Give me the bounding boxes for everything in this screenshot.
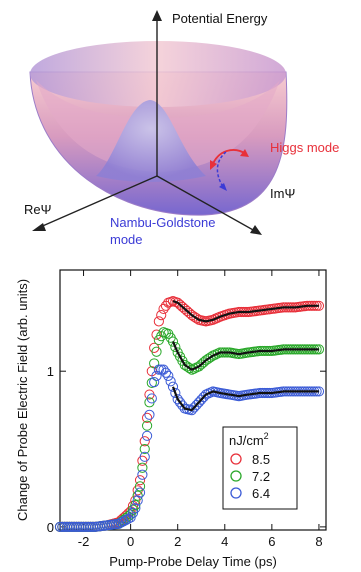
data-point (200, 389, 212, 400)
higgs-mode-label: Higgs mode (270, 140, 339, 155)
data-point (146, 393, 157, 404)
goldstone-mode-label-line1: Nambu-Goldstone (110, 215, 216, 230)
re-axis (37, 175, 158, 229)
plot-frame (59, 269, 327, 531)
delay-chart: -2 0 2 4 6 8 0 1 Pump-Probe Delay Time (ps) Cha… (15, 269, 327, 569)
fit-line (171, 386, 319, 412)
data-point (156, 310, 167, 321)
legend-marker (230, 470, 242, 482)
im-axis (156, 175, 256, 232)
im-axis-arrowhead (250, 225, 262, 235)
x-axis-label: Pump-Probe Delay Time (ps) (109, 554, 277, 569)
legend-marker (230, 487, 242, 499)
data-point (167, 381, 179, 392)
legend-items: 8.5 7.2 6.4 (230, 452, 270, 501)
goldstone-arrow-icon (216, 151, 227, 189)
fit-line (171, 341, 319, 371)
legend-marker (230, 453, 242, 465)
data-point (160, 367, 172, 378)
data-point (132, 495, 143, 506)
data-point (139, 451, 150, 462)
data-point (134, 487, 146, 498)
potential-diagram: Potential Energy Higgs mode ReΨ ImΨ Namb… (24, 10, 339, 247)
x-tick-label: 8 (315, 534, 322, 549)
legend-title: nJ/cm2 (229, 431, 269, 448)
data-point (139, 443, 150, 455)
goldstone-arrowhead-icon (219, 183, 227, 191)
fit-line (172, 300, 319, 323)
x-tick-label: -2 (78, 534, 90, 549)
potential-energy-label: Potential Energy (172, 11, 268, 26)
y-axis-label: Change of Probe Electric Field (arb. uni… (15, 279, 30, 521)
data-point (141, 412, 153, 424)
legend-box (222, 426, 298, 510)
y-tick-label: 0 (47, 520, 54, 535)
data-series (54, 296, 325, 532)
im-psi-label: ImΨ (270, 186, 295, 201)
data-point (170, 341, 181, 353)
x-tick-label: 4 (221, 534, 228, 549)
data-point (141, 420, 153, 431)
bowl-rim (30, 41, 286, 107)
data-point (130, 503, 141, 514)
higgs-arrowtail-icon (210, 160, 217, 170)
data-point (158, 303, 169, 315)
data-point (191, 313, 202, 324)
data-point (132, 490, 143, 501)
data-point (125, 512, 136, 523)
data-point (141, 430, 153, 441)
data-point (149, 376, 160, 388)
data-point (130, 495, 141, 506)
x-tick-label: 2 (174, 534, 181, 549)
data-point (130, 499, 141, 511)
data-point (153, 316, 164, 327)
central-hump (96, 100, 206, 182)
data-point (165, 376, 176, 387)
data-point (120, 514, 132, 526)
data-point (134, 481, 146, 492)
y-tick-label: 1 (47, 364, 54, 379)
data-point (163, 370, 174, 381)
data-point (186, 364, 197, 375)
vertical-axis-arrowhead (152, 10, 162, 21)
data-point (127, 507, 139, 518)
series-6.4 (54, 364, 325, 532)
data-point (210, 313, 221, 324)
data-point (170, 387, 181, 399)
re-psi-label: ReΨ (24, 202, 51, 217)
data-point (127, 504, 139, 515)
data-point (153, 364, 164, 375)
data-point (137, 469, 148, 480)
data-point (167, 336, 179, 347)
goldstone-mode-label-line2: mode (110, 232, 143, 247)
legend-label: 6.4 (252, 486, 270, 501)
data-point (134, 475, 146, 486)
data-point (207, 350, 219, 361)
data-point (210, 349, 221, 360)
higgs-arrowhead-icon (240, 149, 249, 157)
legend: nJ/cm2 8.5 7.2 6.4 (222, 426, 298, 510)
data-point (151, 346, 162, 357)
re-axis-arrowhead (32, 223, 46, 231)
data-point (212, 312, 223, 323)
axis-ticks: -2 0 2 4 6 8 0 1 (47, 270, 326, 549)
legend-label: 8.5 (252, 452, 270, 467)
data-point (144, 409, 155, 420)
series-8.5 (54, 296, 325, 532)
x-tick-label: 6 (268, 534, 275, 549)
data-point (139, 436, 150, 447)
data-point (137, 462, 148, 473)
legend-label: 7.2 (252, 469, 270, 484)
x-tick-label: 0 (127, 534, 134, 549)
